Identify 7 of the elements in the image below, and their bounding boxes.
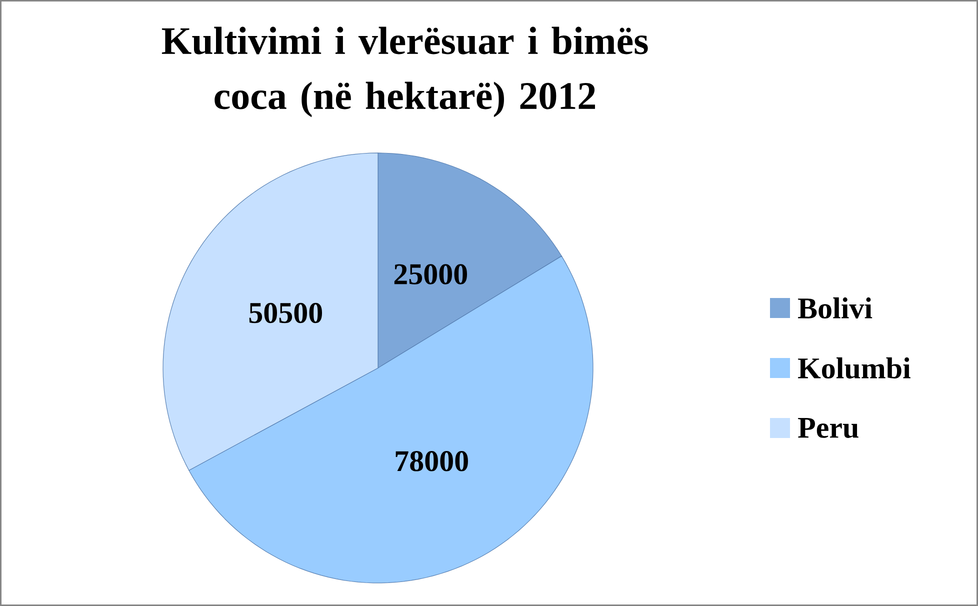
chart-title: Kultivimi i vlerësuar i bimës coca (në hektarë) 2012 [162,26,648,118]
data-label: 78000 [396,451,468,472]
legend-label: Bolivi [798,297,872,319]
data-label: 50500 [249,302,322,324]
legend-label: Peru [798,418,858,438]
legend-label: Kolumbi [798,357,910,379]
data-label: 25000 [394,264,467,284]
